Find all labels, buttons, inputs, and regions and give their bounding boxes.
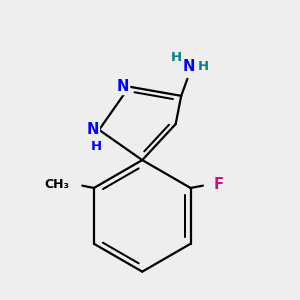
- Text: N: N: [183, 59, 195, 74]
- Text: H: H: [197, 60, 208, 73]
- Text: CH₃: CH₃: [44, 178, 69, 190]
- Text: N: N: [87, 122, 99, 137]
- Text: N: N: [117, 79, 129, 94]
- Text: H: H: [91, 140, 102, 153]
- Text: F: F: [214, 177, 224, 192]
- Text: H: H: [171, 51, 182, 64]
